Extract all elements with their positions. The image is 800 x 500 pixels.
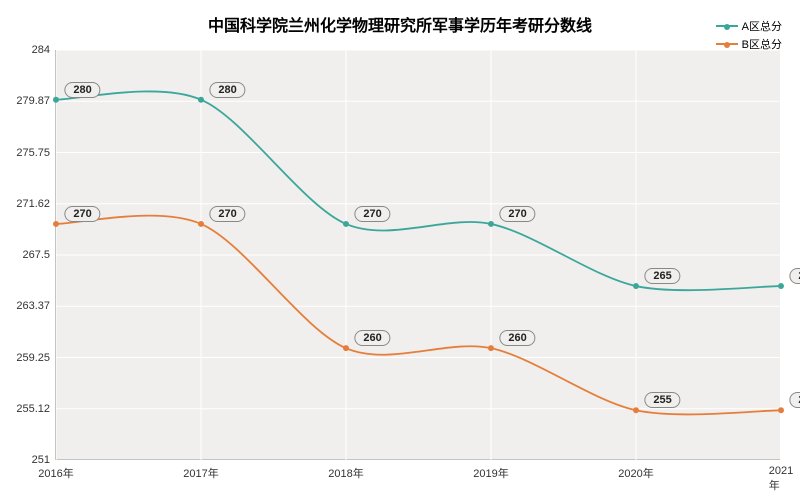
x-axis-label: 2016年 — [38, 459, 73, 481]
series-marker — [778, 407, 784, 413]
data-label: 280 — [209, 82, 245, 98]
legend-line-icon — [716, 25, 738, 27]
series-marker — [198, 221, 204, 227]
chart-title: 中国科学院兰州化学物理研究所军事学历年考研分数线 — [208, 12, 592, 36]
data-label: 260 — [354, 330, 390, 346]
series-marker — [343, 221, 349, 227]
legend-dot-icon — [724, 24, 730, 30]
series-marker — [488, 345, 494, 351]
x-axis-label: 2021年 — [769, 459, 793, 493]
x-axis-label: 2017年 — [183, 459, 218, 481]
y-axis-label: 267.5 — [22, 249, 56, 261]
x-axis-label: 2020年 — [618, 459, 653, 481]
data-label: 265 — [789, 268, 800, 284]
y-axis-label: 263.37 — [16, 300, 56, 312]
legend-label: A区总分 — [742, 18, 782, 34]
y-axis-label: 255.12 — [16, 403, 56, 415]
data-label: 270 — [64, 206, 100, 222]
data-label: 280 — [64, 82, 100, 98]
y-axis-label: 275.75 — [16, 147, 56, 159]
legend-item-0: A区总分 — [716, 18, 782, 34]
x-axis-label: 2018年 — [328, 459, 363, 481]
y-axis-label: 279.87 — [16, 95, 56, 107]
series-marker — [198, 97, 204, 103]
series-marker — [633, 283, 639, 289]
data-label: 255 — [789, 392, 800, 408]
legend-line-icon — [716, 43, 738, 45]
data-label: 270 — [354, 206, 390, 222]
series-line-1 — [56, 216, 781, 415]
x-axis-label: 2019年 — [473, 459, 508, 481]
data-label: 270 — [209, 206, 245, 222]
series-marker — [488, 221, 494, 227]
legend-dot-icon — [724, 42, 730, 48]
series-marker — [53, 221, 59, 227]
series-line-0 — [56, 91, 781, 290]
data-label: 260 — [499, 330, 535, 346]
data-label: 265 — [644, 268, 680, 284]
chart-container: 中国科学院兰州化学物理研究所军事学历年考研分数线 A区总分B区总分 251255… — [0, 0, 800, 500]
y-axis-label: 284 — [32, 44, 56, 56]
series-marker — [343, 345, 349, 351]
y-axis-label: 271.62 — [16, 198, 56, 210]
data-label: 255 — [644, 392, 680, 408]
legend: A区总分B区总分 — [716, 18, 782, 54]
data-label: 270 — [499, 206, 535, 222]
series-marker — [778, 283, 784, 289]
series-marker — [633, 407, 639, 413]
plot-area: 251255.12259.25263.37267.5271.62275.7527… — [55, 50, 780, 460]
y-axis-label: 259.25 — [16, 352, 56, 364]
